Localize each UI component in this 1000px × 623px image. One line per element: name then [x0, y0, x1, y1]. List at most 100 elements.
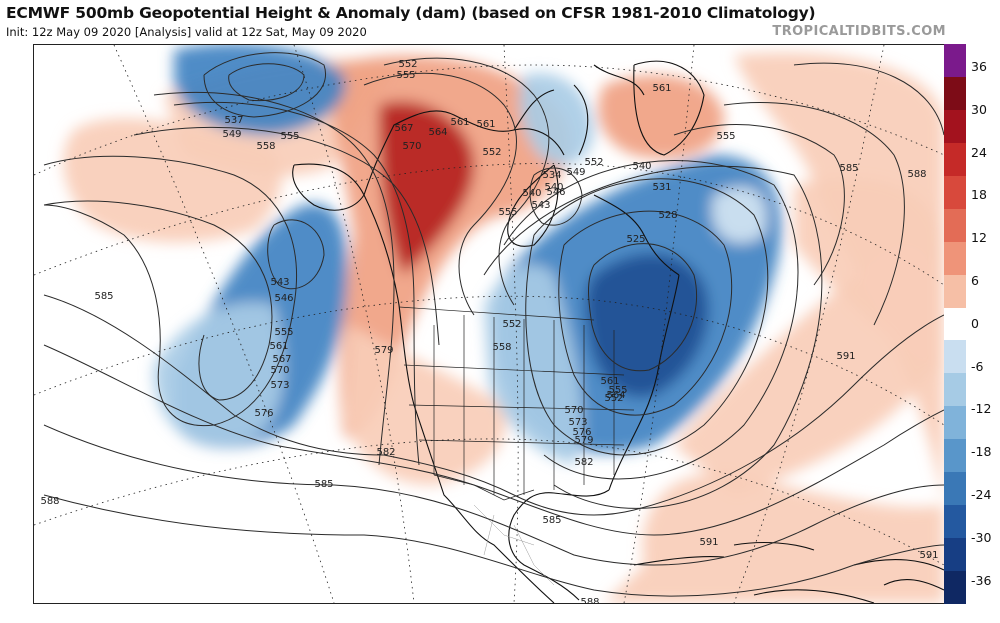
contour-northeast-low-1 [588, 243, 698, 372]
colorbar-swatch [944, 340, 966, 374]
contour-northeast-low-2 [558, 210, 733, 416]
lat-lon-grid [34, 45, 944, 603]
state-borders [403, 315, 635, 495]
colorbar-swatch [944, 307, 966, 341]
coast-western-north-america [363, 194, 555, 603]
contour-label: 552 [398, 59, 417, 70]
colorbar-swatch [944, 142, 966, 177]
contour-label: 576 [572, 427, 591, 438]
contour-label: 558 [256, 141, 275, 152]
colorbar-swatch [944, 439, 966, 473]
contour-south-1 [43, 294, 944, 516]
contour-aleutian-low [203, 52, 327, 118]
contour-label: 525 [626, 234, 645, 245]
border-canada-us [398, 306, 595, 321]
contour-label: 573 [270, 380, 289, 391]
contour-label: 552 [502, 319, 521, 330]
colorbar-swatch [944, 44, 966, 78]
contour-atlantic-1 [673, 124, 845, 286]
contour-label: 531 [652, 182, 671, 193]
colorbar-swatch [944, 274, 966, 309]
contour-label: 564 [428, 127, 447, 138]
coast-greenland [633, 60, 705, 156]
anomaly-faint-cool-atlantic [712, 187, 767, 243]
anomaly-colorbar: 36 30 24 18 12 6 0 -6 -12 -18 -24 -30 -36 [944, 44, 1000, 605]
colorbar-tick-label: 30 [971, 101, 987, 117]
colorbar-tick-label: 36 [971, 59, 987, 74]
contour-pacific-low-inner [267, 219, 325, 290]
contour-label: 561 [269, 341, 288, 352]
coast-caribbean [633, 542, 944, 571]
contour-label: 555 [498, 207, 517, 218]
contour-label: 552 [482, 147, 501, 158]
contour-label: 540 [522, 188, 541, 199]
contour-label: 546 [546, 187, 565, 198]
contour-arctic-2 [383, 57, 550, 306]
contour-label: 585 [94, 291, 113, 302]
contour-label: 585 [314, 479, 333, 490]
colorbar-swatch [944, 571, 966, 605]
colorbar-swatch [944, 406, 966, 440]
contour-label: 588 [40, 496, 59, 507]
contour-label: 561 [450, 117, 469, 128]
contour-label: 534 [542, 170, 561, 181]
contour-label: 570 [402, 141, 421, 152]
colorbar-swatch [944, 241, 966, 276]
coast-labrador [593, 194, 680, 276]
colorbar-tick-label: 18 [971, 187, 987, 203]
contour-label: 591 [699, 537, 718, 548]
height-contours [43, 52, 944, 597]
coast-south-america [753, 579, 944, 603]
contour-label: 561 [652, 83, 671, 94]
anomaly-faint-warm-east [794, 177, 944, 375]
contour-label: 561 [600, 376, 619, 387]
colorbar-tick-label: -6 [971, 358, 984, 374]
colorbar-tick-label: 0 [971, 315, 979, 331]
contour-label: 561 [476, 119, 495, 130]
contour-label: 591 [919, 550, 938, 561]
contour-label: 546 [274, 293, 293, 304]
border-us-mexico [433, 474, 535, 501]
contour-label: 555 [608, 385, 627, 396]
colorbar-swatch [944, 505, 966, 539]
contour-label: 537 [224, 115, 243, 126]
colorbar-tick-label: -24 [971, 487, 992, 502]
colorbar-tick-label: 12 [971, 230, 987, 246]
colorbar-swatch [944, 109, 966, 144]
contour-hudson-low [529, 167, 583, 226]
contour-aleutian-low-inner [228, 63, 305, 102]
coast-east-us [608, 274, 680, 491]
coast-arctic-archipelago [513, 64, 645, 156]
colorbar-tick-label: -12 [971, 401, 992, 417]
contour-label: 540 [632, 161, 651, 172]
contour-label: 576 [254, 408, 273, 419]
colorbar-tick-label: 24 [971, 144, 987, 160]
anomaly-warm-labrador [598, 75, 724, 159]
contour-label: 555 [716, 131, 735, 142]
contour-label: 585 [839, 163, 858, 174]
chart-title: ECMWF 500mb Geopotential Height & Anomal… [6, 4, 816, 22]
contour-atlantic-3 [793, 62, 944, 136]
colorbar-swatch [944, 175, 966, 210]
contour-label: 552 [584, 157, 603, 168]
contour-label: 555 [280, 131, 299, 142]
mexico-internal-borders [473, 504, 555, 586]
colorbar-tick-label: -30 [971, 529, 992, 545]
contour-label: 579 [574, 435, 593, 446]
contour-south-3 [43, 424, 944, 566]
contour-label: 549 [566, 167, 585, 178]
contour-label: 567 [394, 123, 413, 134]
contour-label: 591 [836, 351, 855, 362]
contour-label: 567 [272, 354, 291, 365]
contour-atlantic-2 [723, 102, 905, 326]
anomaly-warm-southwest-us [344, 325, 506, 485]
anomaly-weak-cool-pacific [153, 302, 284, 446]
contour-label: 588 [907, 169, 926, 180]
brand-watermark[interactable]: TROPICALTIDBITS.COM [772, 24, 946, 39]
colorbar-swatch [944, 538, 966, 572]
contour-label: 555 [274, 327, 293, 338]
colorbar-tick-label: -18 [971, 444, 992, 460]
contour-label: 588 [580, 597, 599, 603]
colorbar-swatch [944, 373, 966, 407]
